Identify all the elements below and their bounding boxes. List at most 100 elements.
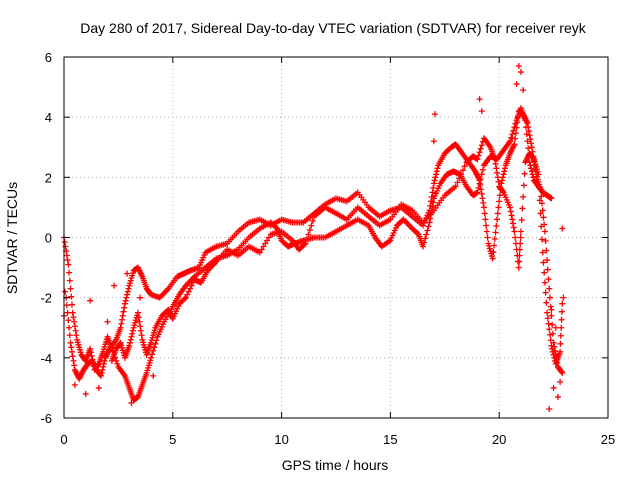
data-point [483, 228, 490, 235]
data-point [129, 330, 136, 337]
data-point [557, 378, 564, 385]
data-point [545, 276, 552, 283]
data-point [73, 332, 80, 339]
data-point [493, 222, 500, 229]
data-point [499, 177, 506, 184]
data-point [305, 231, 312, 238]
data-point [114, 360, 121, 367]
data-point [558, 308, 565, 315]
data-point [428, 198, 435, 205]
data-point [185, 288, 192, 295]
data-point [474, 156, 481, 163]
data-point [128, 399, 135, 406]
data-point [122, 297, 129, 304]
data-point [121, 304, 128, 311]
data-point [432, 111, 439, 118]
data-point [527, 136, 534, 143]
data-point [525, 128, 532, 135]
data-point [543, 247, 550, 254]
data-point [430, 138, 437, 145]
data-point [66, 269, 73, 276]
data-point [478, 190, 485, 197]
data-point [538, 223, 545, 230]
data-point [479, 166, 486, 173]
data-point [536, 184, 543, 191]
data-point [458, 171, 465, 178]
data-point [70, 314, 77, 321]
data-point [68, 348, 75, 355]
data-point [530, 155, 537, 162]
data-point [494, 169, 501, 176]
data-point [547, 303, 554, 310]
data-point [508, 212, 515, 219]
data-point [478, 186, 485, 193]
y-axis-label: SDTVAR / TECUs [4, 182, 20, 294]
data-point [544, 257, 551, 264]
data-point [546, 405, 553, 412]
data-point [424, 227, 431, 234]
data-point [432, 174, 439, 181]
data-point [494, 210, 501, 217]
data-point [129, 327, 136, 334]
data-point [502, 165, 509, 172]
data-point [528, 165, 535, 172]
data-point [558, 316, 565, 323]
data-point [95, 384, 102, 391]
data-point [538, 193, 545, 200]
data-point [483, 222, 490, 229]
data-point [544, 309, 551, 316]
data-point [541, 279, 548, 286]
data-point [150, 372, 157, 379]
data-point [528, 144, 535, 151]
data-point [137, 294, 144, 301]
data-point [540, 214, 547, 221]
x-tick-label: 10 [274, 432, 288, 447]
data-point [69, 309, 76, 316]
data-point [66, 324, 73, 331]
data-point [516, 252, 523, 259]
data-point [559, 225, 566, 232]
data-point [478, 171, 485, 178]
y-tick-label: -2 [40, 291, 52, 306]
data-point [71, 323, 78, 330]
data-point [550, 384, 557, 391]
data-point [125, 285, 132, 292]
data-point [87, 349, 94, 356]
data-point [100, 363, 107, 370]
data-point [434, 165, 441, 172]
data-point [476, 177, 483, 184]
data-point [123, 294, 130, 301]
series-track-b [63, 108, 566, 382]
data-point [88, 352, 95, 359]
data-point [559, 369, 566, 376]
x-tick-label: 0 [60, 432, 67, 447]
data-point [545, 320, 552, 327]
data-point [62, 243, 69, 250]
data-point [71, 362, 78, 369]
data-point [515, 63, 522, 70]
data-point [509, 135, 516, 142]
data-point [499, 188, 506, 195]
data-point [62, 288, 69, 295]
data-point [127, 339, 134, 346]
data-point [517, 240, 524, 247]
data-point [124, 270, 131, 277]
chart-title: Day 280 of 2017, Sidereal Day-to-day VTE… [80, 20, 586, 36]
y-tick-label: 2 [45, 170, 52, 185]
x-tick-label: 25 [601, 432, 615, 447]
data-point [420, 243, 427, 250]
data-point [67, 339, 74, 346]
data-point [516, 258, 523, 265]
data-point [491, 242, 498, 249]
data-point [452, 183, 459, 190]
data-point [480, 204, 487, 211]
data-point [459, 167, 466, 174]
data-point [430, 180, 437, 187]
data-point [474, 189, 481, 196]
data-point [124, 288, 131, 295]
x-tick-label: 5 [169, 432, 176, 447]
data-point [523, 131, 530, 138]
data-point [66, 332, 73, 339]
data-point [516, 246, 523, 253]
data-point [67, 285, 74, 292]
